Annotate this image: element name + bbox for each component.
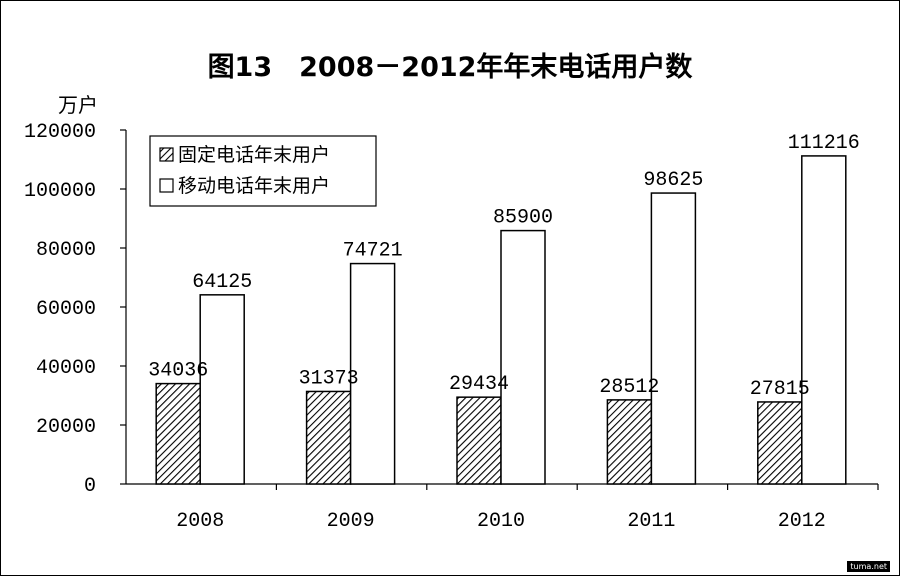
x-tick-label: 2008 bbox=[176, 510, 224, 533]
bars bbox=[155, 155, 847, 485]
y-tick-label: 100000 bbox=[24, 180, 96, 203]
legend-swatch-fixed-line bbox=[159, 147, 174, 162]
legend-label: 固定电话年末用户 bbox=[178, 144, 330, 166]
legend-box bbox=[149, 135, 377, 207]
axes: 0 20000 40000 60000 80000 100000 120000 bbox=[24, 121, 879, 498]
bar-mobile-users bbox=[500, 229, 546, 485]
bar-fixed-line-users bbox=[155, 382, 201, 485]
bar-fixed-line-users bbox=[305, 390, 352, 485]
x-tick-label: 2010 bbox=[477, 510, 525, 533]
data-label: 34036 bbox=[148, 360, 208, 383]
chart-title: 图13 2008－2012年年末电话用户数 bbox=[207, 52, 693, 83]
labels: 34036 64125 2008 31373 74721 2009 29434 85900 20… bbox=[148, 132, 860, 533]
bar-mobile-users bbox=[199, 294, 245, 485]
x-tick-label: 2011 bbox=[627, 510, 675, 533]
data-label: 27815 bbox=[750, 378, 810, 401]
bar-fixed-line-users bbox=[757, 401, 803, 485]
data-label: 31373 bbox=[299, 367, 359, 390]
y-tick-label: 80000 bbox=[36, 239, 96, 262]
data-label: 29434 bbox=[449, 373, 509, 396]
bar-mobile-users bbox=[349, 262, 396, 485]
legend-label: 移动电话年末用户 bbox=[178, 175, 330, 197]
y-tick-label: 60000 bbox=[36, 298, 96, 321]
bar-mobile-users bbox=[801, 155, 847, 485]
data-label: 85900 bbox=[493, 207, 553, 230]
bar-mobile-users bbox=[650, 192, 697, 485]
y-tick-label: 0 bbox=[84, 475, 96, 498]
legend-swatch-mobile bbox=[159, 178, 174, 193]
bar-fixed-line-users bbox=[456, 396, 502, 485]
x-tick-label: 2009 bbox=[327, 510, 375, 533]
watermark: tuma.net bbox=[847, 561, 890, 572]
x-tick-label: 2012 bbox=[778, 510, 826, 533]
y-tick-label: 20000 bbox=[36, 416, 96, 439]
data-label: 64125 bbox=[192, 271, 252, 294]
data-label: 28512 bbox=[599, 376, 659, 399]
y-tick-label: 120000 bbox=[24, 121, 96, 144]
data-label: 111216 bbox=[788, 132, 860, 155]
data-label: 74721 bbox=[343, 240, 403, 263]
y-tick-label: 40000 bbox=[36, 357, 96, 380]
y-axis-unit-label: 万户 bbox=[58, 93, 98, 117]
data-label: 98625 bbox=[643, 169, 703, 192]
bar-fixed-line-users bbox=[606, 399, 653, 485]
